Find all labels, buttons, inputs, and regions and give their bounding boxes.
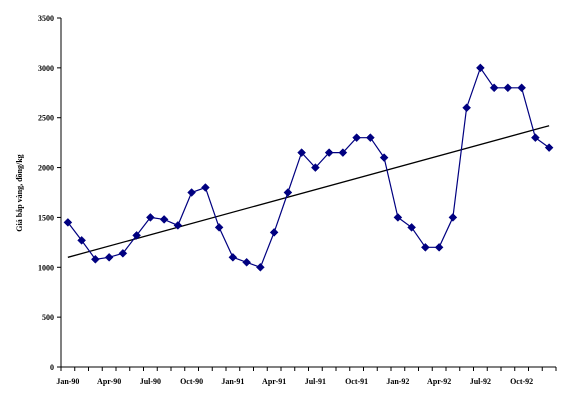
- y-tick-label: 0: [50, 363, 54, 372]
- data-point: [338, 148, 348, 157]
- data-point: [104, 252, 114, 262]
- x-tick-label: Jan-90: [56, 377, 79, 386]
- axes: 0 500 1000 1500 2000 2500 3000 3500 Jan-90 Apr-90…: [38, 14, 557, 386]
- data-point: [366, 133, 375, 143]
- series-line: [67, 66, 550, 269]
- data-point: [91, 254, 100, 264]
- data-point: [421, 242, 430, 252]
- data-point: [407, 223, 416, 232]
- data-point: [311, 163, 320, 172]
- data-point: [489, 83, 499, 93]
- data-point: [434, 242, 444, 252]
- y-tick-label: 1000: [38, 263, 54, 272]
- data-point: [77, 236, 86, 245]
- trendline-layer: [67, 125, 550, 258]
- x-tick-label: Jan-91: [221, 377, 244, 386]
- y-tick-label: 2000: [38, 164, 54, 173]
- x-tick-label: Oct-92: [510, 377, 533, 386]
- data-point: [214, 223, 224, 232]
- x-tick-label: Jan-92: [386, 377, 409, 386]
- trendline: [67, 125, 550, 258]
- data-point: [352, 133, 361, 143]
- data-point: [544, 143, 554, 152]
- data-point: [448, 213, 458, 222]
- y-tick-label: 3500: [38, 14, 54, 23]
- data-point: [462, 103, 471, 113]
- data-point: [503, 83, 513, 93]
- x-tick-label: Apr-90: [97, 377, 121, 386]
- y-tick-label: 500: [42, 313, 54, 322]
- data-point: [283, 188, 293, 197]
- x-tick-label: Jul-90: [140, 377, 161, 386]
- data-point: [517, 83, 526, 93]
- x-tick-label: Jul-92: [470, 377, 491, 386]
- markers-layer: [63, 63, 554, 272]
- data-point: [256, 262, 265, 272]
- x-tick-label: Jul-91: [305, 377, 326, 386]
- data-point: [118, 248, 128, 258]
- data-point: [531, 133, 540, 143]
- y-tick-label: 3000: [38, 64, 54, 73]
- y-axis-title: Giá bắp vàng, đồng/kg: [15, 154, 24, 231]
- x-tick-label: Oct-90: [180, 377, 203, 386]
- data-point: [201, 183, 210, 192]
- data-point: [228, 252, 238, 262]
- data-point: [173, 221, 183, 230]
- data-point: [297, 148, 306, 157]
- data-point: [379, 153, 389, 162]
- x-tick-label: Apr-92: [427, 377, 451, 386]
- data-point: [63, 218, 73, 227]
- series-layer: [67, 66, 550, 269]
- data-point: [324, 148, 334, 157]
- data-point: [187, 188, 196, 197]
- y-tick-label: 1500: [38, 213, 54, 222]
- x-tick-label: Apr-91: [262, 377, 286, 386]
- data-point: [159, 215, 169, 224]
- data-point: [476, 63, 485, 73]
- data-point: [393, 213, 403, 222]
- data-point: [146, 213, 155, 222]
- data-point: [242, 257, 251, 267]
- data-point: [132, 231, 141, 240]
- data-point: [269, 228, 279, 237]
- x-tick-label: Oct-91: [345, 377, 368, 386]
- y-tick-label: 2500: [38, 114, 54, 123]
